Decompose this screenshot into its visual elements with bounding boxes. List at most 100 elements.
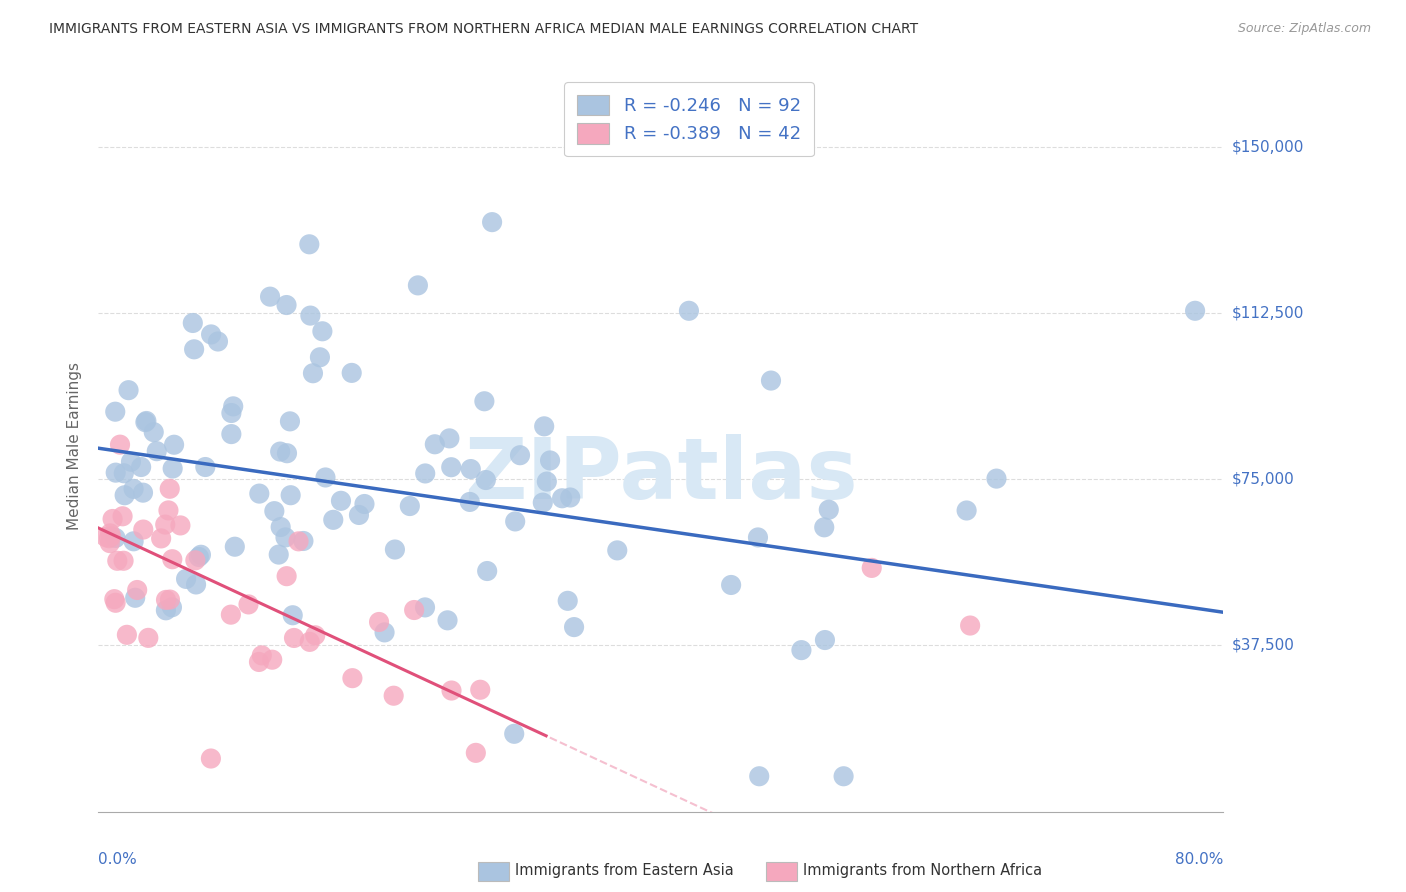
Point [145, 444, 167, 458]
Point [955, 503, 977, 517]
Text: $75,000: $75,000 [1232, 472, 1295, 487]
Point [509, 448, 531, 462]
Point [759, 374, 782, 388]
Point [551, 491, 574, 506]
Point [98, 526, 121, 541]
Point [267, 548, 290, 562]
Point [108, 437, 131, 451]
Point [100, 529, 122, 543]
Point [436, 613, 458, 627]
Point [135, 414, 157, 428]
Point [986, 472, 1008, 486]
Point [440, 683, 463, 698]
Point [860, 561, 883, 575]
Point [464, 746, 486, 760]
Point [384, 542, 406, 557]
Point [413, 467, 436, 481]
Point [309, 351, 332, 365]
Point [269, 444, 291, 458]
Point [262, 653, 284, 667]
Point [470, 682, 492, 697]
Point [330, 493, 353, 508]
Point [959, 618, 981, 632]
Point [221, 406, 243, 420]
Point [413, 600, 436, 615]
Point [314, 470, 336, 484]
Point [104, 405, 127, 419]
Point [790, 643, 813, 657]
Point [368, 615, 391, 629]
Point [129, 460, 152, 475]
Point [117, 383, 139, 397]
Point [531, 495, 554, 509]
Point [124, 591, 146, 605]
Point [276, 569, 298, 583]
Point [101, 512, 124, 526]
Point [127, 582, 149, 597]
Point [159, 592, 181, 607]
Point [169, 518, 191, 533]
Point [474, 394, 496, 409]
Point [276, 446, 298, 460]
Point [194, 460, 217, 475]
Point [259, 290, 281, 304]
Point [292, 533, 315, 548]
Point [458, 495, 481, 509]
Point [270, 520, 292, 534]
Point [105, 554, 128, 568]
Point [562, 620, 585, 634]
Point [423, 437, 446, 451]
Point [748, 769, 770, 783]
Point [224, 540, 246, 554]
Point [247, 655, 270, 669]
Y-axis label: Median Male Earnings: Median Male Earnings [67, 362, 83, 530]
Point [353, 497, 375, 511]
Point [163, 438, 186, 452]
Point [460, 462, 482, 476]
Point [187, 549, 209, 564]
Point [183, 343, 205, 357]
Text: ZIPatlas: ZIPatlas [464, 434, 858, 516]
Point [322, 513, 344, 527]
Text: 80.0%: 80.0% [1175, 852, 1223, 867]
Text: 0.0%: 0.0% [98, 852, 138, 867]
Point [159, 482, 181, 496]
Point [340, 366, 363, 380]
Point [278, 414, 301, 428]
Point [120, 455, 142, 469]
Point [481, 215, 503, 229]
Point [181, 316, 204, 330]
Point [238, 598, 260, 612]
Point [406, 278, 429, 293]
Point [404, 603, 426, 617]
Point [221, 427, 243, 442]
Point [219, 607, 242, 622]
Point [298, 635, 321, 649]
Legend: R = -0.246   N = 92, R = -0.389   N = 42: R = -0.246 N = 92, R = -0.389 N = 42 [564, 82, 814, 156]
Point [114, 488, 136, 502]
Point [132, 485, 155, 500]
Point [814, 633, 837, 648]
Point [98, 531, 121, 545]
Point [200, 751, 222, 765]
Point [1184, 303, 1206, 318]
Text: Immigrants from Northern Africa: Immigrants from Northern Africa [803, 863, 1042, 878]
Point [287, 534, 309, 549]
Point [263, 504, 285, 518]
Point [747, 531, 769, 545]
Point [298, 237, 321, 252]
Point [122, 534, 145, 549]
Point [150, 532, 173, 546]
Point [200, 327, 222, 342]
Point [536, 475, 558, 489]
Point [398, 499, 420, 513]
Point [136, 631, 159, 645]
Point [94, 530, 117, 544]
Point [817, 502, 839, 516]
Text: Immigrants from Eastern Asia: Immigrants from Eastern Asia [515, 863, 734, 878]
Text: Source: ZipAtlas.com: Source: ZipAtlas.com [1237, 22, 1371, 36]
Point [475, 564, 498, 578]
Text: $37,500: $37,500 [1232, 638, 1295, 653]
Point [250, 648, 273, 663]
Point [112, 554, 135, 568]
